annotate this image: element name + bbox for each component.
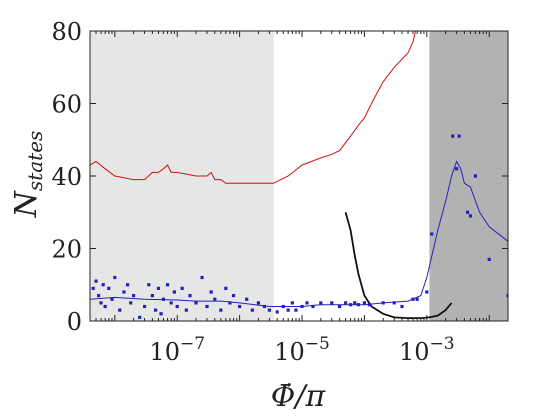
y-axis-label-main: N [9, 189, 44, 218]
series-line-0 [90, 31, 417, 184]
scatter-point-62 [392, 301, 396, 305]
scatter-point-24 [172, 290, 176, 294]
x-tick-label: 10−7 [149, 334, 205, 366]
scatter-point-55 [344, 301, 348, 305]
scatter-point-66 [425, 290, 429, 294]
scatter-point-19 [156, 286, 161, 290]
scatter-point-44 [275, 310, 279, 314]
scatter-point-36 [228, 301, 232, 305]
x-axis-label: Φ̇/π [271, 379, 327, 414]
scatter-point-32 [209, 290, 213, 294]
scatter-point-48 [294, 308, 298, 312]
shaded-region-1 [429, 31, 508, 321]
scatter-point-64 [411, 297, 415, 301]
y-tick-label: 60 [51, 91, 82, 119]
scatter-point-73 [473, 174, 477, 178]
tick-labels: 0 20 40 60 80 10−7 10−5 10−3 [51, 18, 454, 366]
series-layer [90, 31, 508, 319]
scatter-point-39 [245, 297, 249, 301]
scatter-point-27 [184, 308, 188, 312]
scatter-point-28 [188, 294, 192, 298]
y-tick-label: 40 [51, 163, 82, 191]
y-axis-label-sub: states [23, 131, 47, 191]
scatter-point-34 [219, 308, 223, 312]
scatter-point-58 [356, 303, 360, 307]
y-tick-label: 20 [51, 236, 82, 264]
scatter-point-17 [150, 294, 154, 298]
shaded-regions [90, 31, 508, 321]
scatter-point-6 [107, 286, 111, 290]
scatter-point-61 [381, 301, 385, 305]
scatter-point-4 [101, 283, 105, 287]
scatter-point-26 [180, 286, 184, 290]
scatter-point-20 [159, 312, 163, 316]
scatter-point-13 [132, 294, 136, 298]
scatter-point-40 [250, 308, 254, 312]
scatter-point-69 [454, 167, 459, 171]
scatter-point-22 [165, 283, 170, 287]
scatter-point-33 [213, 297, 217, 301]
series-line-1 [344, 212, 453, 319]
scatter-point-15 [143, 304, 147, 309]
scatter-point-25 [175, 304, 179, 309]
scatter-point-49 [300, 304, 304, 309]
scatter-point-57 [353, 301, 357, 305]
scatter-point-54 [337, 304, 342, 309]
scatter-point-23 [169, 301, 173, 305]
scatter-point-50 [305, 301, 309, 305]
scatter-point-5 [103, 304, 107, 309]
shaded-region-0 [90, 31, 274, 321]
scatter-point-1 [94, 279, 98, 283]
scatter-point-42 [262, 304, 267, 309]
scatter-point-46 [286, 308, 290, 312]
scatter-point-37 [231, 294, 236, 298]
scatter-point-8 [113, 275, 117, 280]
x-tick-label: 10−3 [399, 334, 455, 366]
scatter-point-31 [205, 304, 209, 309]
scatter-point-16 [147, 283, 151, 287]
scatter-point-71 [465, 210, 470, 214]
scatter-point-2 [97, 294, 101, 298]
scatter-point-67 [430, 232, 434, 236]
scatter-point-74 [487, 257, 491, 261]
scatter-point-0 [91, 286, 95, 290]
scatter-point-38 [238, 304, 242, 309]
y-axis-label: Nstates [9, 131, 47, 219]
scatter-point-59 [362, 301, 367, 305]
scatter-point-29 [194, 301, 198, 305]
scatter-point-60 [367, 303, 371, 307]
scatter-point-10 [122, 290, 126, 294]
scatter-point-7 [110, 297, 114, 301]
scatter-point-63 [400, 304, 404, 309]
scatter-point-9 [118, 308, 122, 312]
scatter-point-30 [200, 275, 204, 280]
scatter-point-72 [468, 214, 473, 218]
x-tick-label: 10−5 [274, 334, 330, 366]
scatter-point-51 [311, 304, 315, 309]
tick-marks [89, 30, 509, 322]
scatter-point-35 [224, 286, 228, 290]
scatter-point-47 [290, 301, 294, 305]
y-tick-label: 0 [67, 308, 82, 336]
scatter-point-45 [281, 304, 285, 309]
scatter-point-65 [415, 297, 419, 301]
scatter-point-52 [319, 301, 323, 305]
scatter-point-18 [153, 308, 158, 312]
scatter-point-53 [330, 301, 334, 305]
scatter-point-68 [451, 134, 455, 138]
scatter-point-41 [256, 301, 261, 305]
scatter-point-56 [348, 303, 353, 307]
scatter-point-11 [125, 283, 130, 287]
scatter-point-70 [457, 134, 461, 138]
scatter-point-3 [99, 301, 103, 305]
scatter-point-75 [506, 294, 508, 298]
y-tick-label: 80 [51, 18, 82, 46]
scatter-point-43 [267, 308, 271, 312]
scatter-point-12 [129, 301, 133, 305]
scatter-point-14 [138, 315, 142, 319]
scatter-point-21 [161, 297, 165, 301]
